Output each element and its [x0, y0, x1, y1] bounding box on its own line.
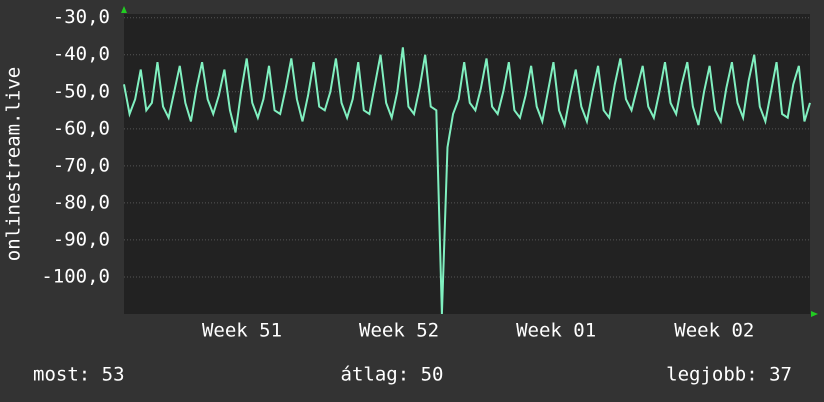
y-tick-label: -80,0	[53, 191, 110, 213]
y-tick-label: -40,0	[53, 43, 110, 65]
x-tick-label: Week 02	[674, 320, 754, 342]
axis-arrow	[811, 311, 818, 317]
x-tick-label: Week 51	[202, 320, 282, 342]
y-tick-label: -70,0	[53, 154, 110, 176]
plot-area	[124, 14, 810, 314]
y-tick-label: -60,0	[53, 117, 110, 139]
x-tick-label: Week 01	[516, 320, 596, 342]
data-line	[123, 47, 811, 315]
y-axis-label: onlinestream.live	[3, 67, 25, 261]
footer-current: most: 53	[33, 364, 125, 386]
footer-average: átlag: 50	[341, 364, 444, 386]
y-tick-label: -30,0	[53, 6, 110, 28]
footer-best: legjobb: 37	[666, 364, 792, 386]
y-tick-label: -50,0	[53, 80, 110, 102]
x-tick-label: Week 52	[359, 320, 439, 342]
y-tick-label: -100,0	[41, 265, 110, 287]
axis-arrow	[121, 6, 127, 13]
y-tick-label: -90,0	[53, 228, 110, 250]
